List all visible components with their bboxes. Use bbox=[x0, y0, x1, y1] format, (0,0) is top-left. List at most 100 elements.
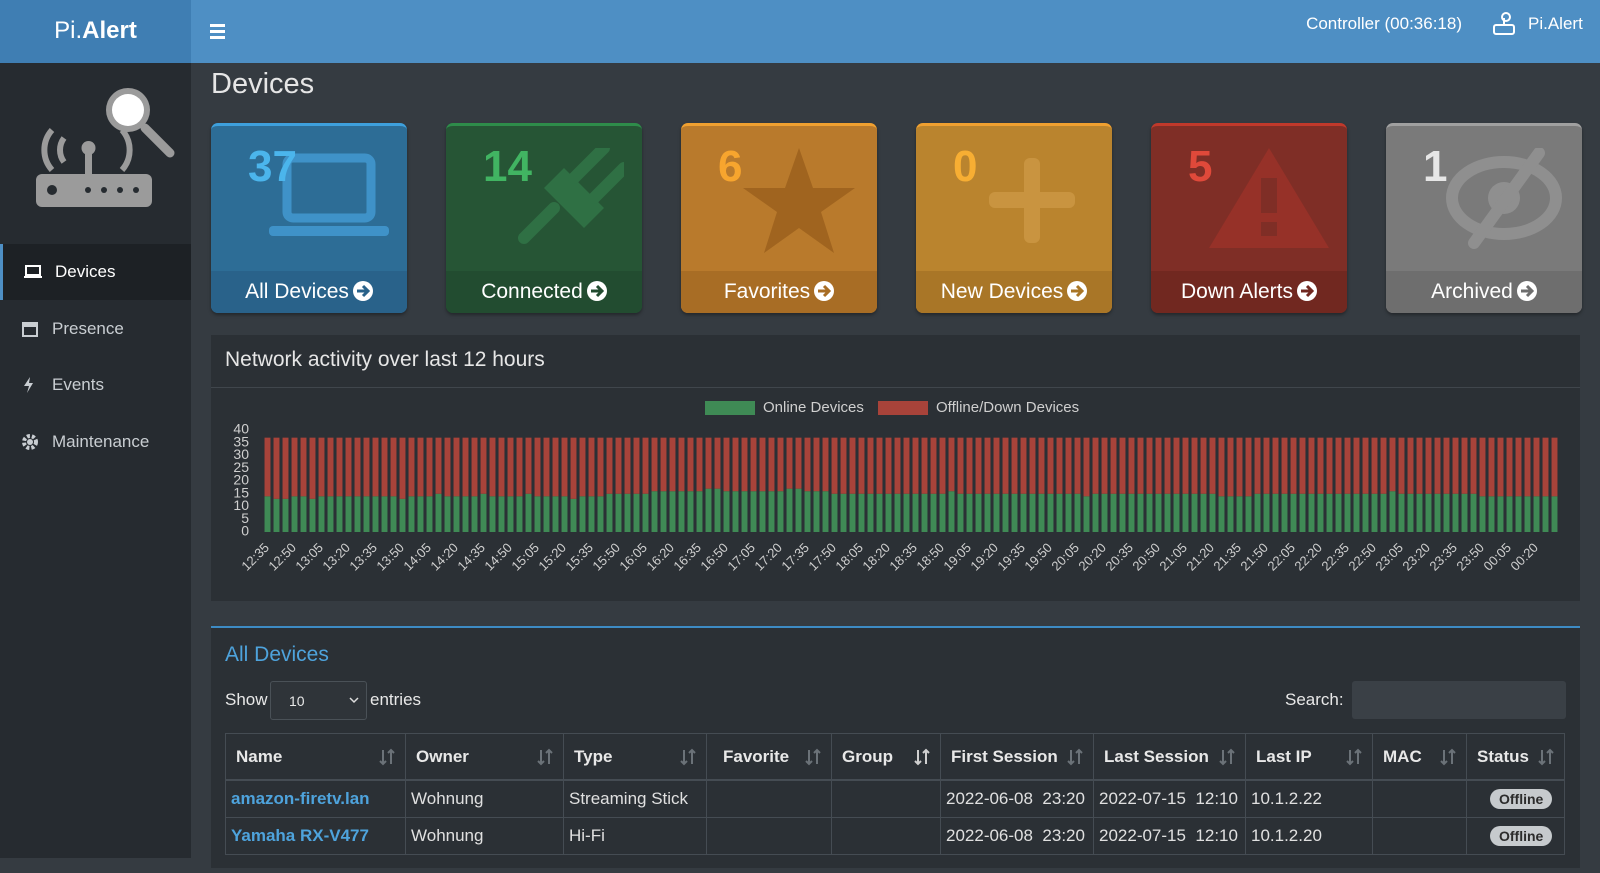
column-header[interactable]: First Session bbox=[940, 733, 1094, 780]
card-count: 37 bbox=[248, 142, 297, 191]
bar-segment bbox=[1020, 437, 1027, 494]
bar-segment bbox=[1335, 437, 1342, 494]
icon-part bbox=[568, 148, 624, 204]
menu-toggle[interactable] bbox=[208, 22, 228, 40]
bar-segment bbox=[1173, 437, 1180, 494]
bar-segment bbox=[1425, 437, 1432, 494]
legend-label[interactable]: Online Devices bbox=[763, 399, 864, 416]
table-title: All Devices bbox=[225, 643, 329, 666]
icon-part bbox=[818, 284, 832, 298]
brand[interactable]: Pi.Alert bbox=[0, 0, 191, 63]
icon-part bbox=[590, 284, 604, 298]
device-link[interactable]: Yamaha RX-V477 bbox=[231, 826, 369, 845]
menu-label: Devices bbox=[55, 262, 116, 281]
x-tick-label: 15:20 bbox=[535, 540, 569, 574]
column-header[interactable]: MAC bbox=[1372, 733, 1467, 780]
icon-part bbox=[545, 748, 553, 764]
bar-segment bbox=[642, 437, 649, 494]
bar-segment bbox=[1236, 496, 1243, 532]
bar-segment bbox=[579, 437, 586, 497]
bar-segment bbox=[1533, 437, 1540, 497]
controller-status: Controller (00:36:18) bbox=[1306, 14, 1462, 33]
menu-item[interactable]: Maintenance bbox=[0, 414, 191, 470]
column-header[interactable]: Last Session bbox=[1093, 733, 1246, 780]
bar-segment bbox=[957, 493, 964, 532]
card-label: New Devices bbox=[940, 280, 1064, 303]
stat-card[interactable]: 6 Favorites bbox=[681, 123, 877, 313]
bar-segment bbox=[408, 496, 415, 532]
card-arrow bbox=[814, 281, 835, 301]
length-select[interactable]: 10 bbox=[270, 681, 367, 720]
bar-segment bbox=[1461, 493, 1468, 532]
stat-card[interactable]: 1 Archived bbox=[1386, 123, 1582, 313]
column-header[interactable]: Type bbox=[563, 733, 707, 780]
menu-item[interactable]: Presence bbox=[0, 301, 191, 357]
bar-segment bbox=[291, 437, 298, 497]
column-header[interactable]: Name bbox=[225, 733, 406, 780]
legend-label[interactable]: Offline/Down Devices bbox=[936, 399, 1079, 416]
bar-segment bbox=[381, 496, 388, 532]
bar-segment bbox=[714, 488, 721, 532]
card-footer[interactable]: Favorites bbox=[681, 271, 877, 313]
user-icon[interactable] bbox=[1491, 11, 1517, 37]
bar-segment bbox=[723, 437, 730, 492]
stat-card[interactable]: 14 Connected bbox=[446, 123, 642, 313]
icon-part bbox=[23, 322, 37, 327]
card-footer[interactable]: Down Alerts bbox=[1151, 271, 1347, 313]
icon-part bbox=[1448, 748, 1456, 764]
bar-segment bbox=[1047, 437, 1054, 494]
column-header[interactable]: Group bbox=[831, 733, 941, 780]
stat-card[interactable]: 37 All Devices bbox=[211, 123, 407, 313]
bar-segment bbox=[633, 437, 640, 494]
device-link[interactable]: amazon-firetv.lan bbox=[231, 789, 370, 808]
icon-part bbox=[1520, 284, 1534, 298]
bar-segment bbox=[1164, 493, 1171, 532]
panel-divider bbox=[211, 387, 1580, 388]
card-count: 5 bbox=[1188, 142, 1213, 191]
cell-text: 10.1.2.20 bbox=[1251, 826, 1322, 845]
bar-segment bbox=[615, 437, 622, 494]
legend-swatch bbox=[705, 401, 755, 415]
card-footer[interactable]: Archived bbox=[1386, 271, 1582, 313]
column-header[interactable]: Favorite bbox=[706, 733, 832, 780]
bar-segment bbox=[444, 437, 451, 497]
x-tick-label: 00:05 bbox=[1480, 540, 1514, 574]
user-name[interactable]: Pi.Alert bbox=[1528, 14, 1583, 33]
bar-segment bbox=[264, 437, 271, 497]
x-tick-label: 18:35 bbox=[886, 540, 920, 574]
bar-segment bbox=[291, 496, 298, 532]
card-footer[interactable]: All Devices bbox=[211, 271, 407, 313]
bar-segment bbox=[813, 437, 820, 492]
logo-part bbox=[85, 143, 92, 193]
bar-segment bbox=[1371, 437, 1378, 494]
column-header[interactable]: Owner bbox=[405, 733, 564, 780]
stat-card[interactable]: 0 New Devices bbox=[916, 123, 1112, 313]
stat-card[interactable]: 5 Down Alerts bbox=[1151, 123, 1347, 313]
bar-segment bbox=[1056, 437, 1063, 494]
column-header[interactable]: Status bbox=[1466, 733, 1565, 780]
icon-part bbox=[518, 202, 560, 244]
logo bbox=[36, 88, 175, 207]
menu-item[interactable]: Events bbox=[0, 357, 191, 413]
card-footer[interactable]: New Devices bbox=[916, 271, 1112, 313]
bar-segment bbox=[1002, 437, 1009, 494]
bar-segment bbox=[309, 437, 316, 499]
search-input[interactable] bbox=[1352, 681, 1566, 719]
x-tick-label: 21:05 bbox=[1156, 540, 1190, 574]
bar-segment bbox=[1335, 493, 1342, 532]
bar-segment bbox=[1164, 437, 1171, 494]
bar-segment bbox=[831, 437, 838, 494]
menu-toggle-bar bbox=[210, 36, 225, 39]
card-footer[interactable]: Connected bbox=[446, 271, 642, 313]
bar-segment bbox=[705, 437, 712, 489]
x-tick-label: 18:50 bbox=[913, 540, 947, 574]
icon-part bbox=[1075, 748, 1083, 764]
column-header[interactable]: Last IP bbox=[1245, 733, 1373, 780]
menu-item[interactable]: Devices bbox=[0, 244, 191, 300]
bar-segment bbox=[1029, 437, 1036, 494]
card-label: Down Alerts bbox=[1180, 280, 1294, 303]
card-icon bbox=[1209, 148, 1329, 248]
bar-segment bbox=[687, 437, 694, 492]
icon-part bbox=[379, 750, 387, 766]
logo-part bbox=[112, 94, 144, 126]
